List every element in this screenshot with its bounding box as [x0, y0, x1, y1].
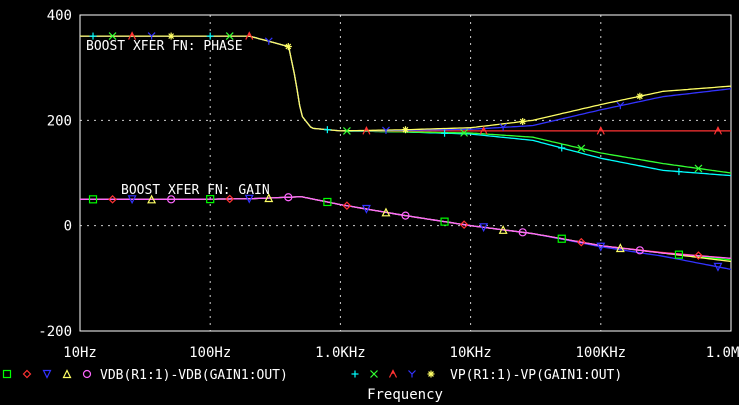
- series-marker-gain-3: [381, 207, 391, 217]
- x-tick-label: 10KHz: [450, 345, 492, 361]
- series-marker-gain-1: [225, 194, 235, 204]
- series-marker-phase-8: [147, 32, 156, 40]
- x-tick-label: 10Hz: [63, 345, 97, 361]
- x-tick-label: 1.0MHz: [706, 345, 739, 361]
- series-marker-gain-2: [361, 204, 371, 214]
- x-axis-label: Frequency: [367, 387, 443, 403]
- series-marker-gain-4: [167, 195, 176, 204]
- series-marker-phase-5: [323, 126, 331, 134]
- legend-marker-gain-0: [2, 369, 12, 379]
- series-marker-gain-4: [635, 246, 644, 255]
- series-marker-gain-3: [498, 224, 508, 234]
- series-marker-gain-3: [264, 193, 274, 203]
- legend-marker-gain-1: [22, 369, 32, 379]
- series-marker-gain-2: [713, 262, 723, 272]
- series-marker-gain-3: [615, 243, 625, 253]
- series-marker-gain-2: [596, 242, 606, 252]
- series-marker-phase-8: [616, 101, 625, 110]
- series-marker-gain-0: [323, 197, 332, 207]
- series-marker-gain-1: [694, 251, 703, 260]
- series-marker-phase-6: [460, 128, 469, 137]
- plot-series: [80, 35, 732, 271]
- series-marker-phase-9: [284, 43, 292, 51]
- series-marker-phase-5: [558, 144, 566, 152]
- x-tick-label: 1.0KHz: [315, 345, 366, 361]
- legend-gain-label: VDB(R1:1)-VDB(GAIN1:OUT): [100, 368, 288, 383]
- legend-marker-gain-3: [62, 369, 72, 379]
- series-marker-phase-6: [577, 144, 586, 153]
- series-marker-phase-5: [675, 168, 683, 176]
- series-marker-phase-5: [441, 129, 449, 137]
- series-line-phase-5: [80, 35, 732, 177]
- y-axis: 400 200 0 -200: [38, 8, 72, 340]
- x-tick-label: 100KHz: [576, 345, 627, 361]
- series-marker-phase-9: [636, 92, 644, 100]
- series-marker-gain-4: [284, 193, 293, 202]
- series-marker-phase-6: [694, 164, 703, 173]
- gain-annotation: BOOST XFER FN: GAIN: [121, 183, 270, 198]
- x-axis: 10Hz 100Hz 1.0KHz 10KHz 100KHz 1.0MHz: [63, 345, 739, 361]
- series-marker-phase-7: [713, 126, 723, 135]
- series-marker-gain-4: [401, 211, 410, 220]
- series-marker-phase-7: [362, 126, 371, 135]
- series-marker-phase-9: [402, 126, 409, 134]
- y-tick-label: 0: [64, 219, 72, 235]
- series-marker-gain-1: [108, 194, 117, 204]
- legend: VDB(R1:1)-VDB(GAIN1:OUT) VP(R1:1)-VP(GAI…: [2, 368, 622, 383]
- legend-marker-phase-1: [370, 370, 378, 378]
- series-marker-phase-7: [596, 126, 605, 135]
- series-marker-phase-7: [128, 31, 137, 40]
- legend-marker-gain-4: [82, 369, 92, 379]
- series-line-gain-2: [80, 196, 732, 271]
- legend-marker-phase-0: [351, 370, 359, 378]
- series-marker-gain-0: [674, 250, 684, 259]
- x-tick-label: 100Hz: [189, 345, 231, 361]
- legend-markers-gain: [2, 369, 92, 379]
- plot-grid: [79, 14, 732, 332]
- series-marker-phase-7: [479, 126, 488, 135]
- series-marker-gain-0: [440, 217, 449, 226]
- series-marker-gain-3: [147, 194, 157, 204]
- y-tick-label: -200: [38, 324, 72, 340]
- series-marker-phase-8: [264, 37, 273, 45]
- series-marker-phase-7: [245, 31, 254, 40]
- legend-marker-phase-2: [388, 369, 398, 378]
- phase-annotation: BOOST XFER FN: PHASE: [86, 39, 243, 54]
- series-marker-gain-1: [459, 220, 469, 230]
- series-marker-phase-5: [206, 32, 214, 40]
- series-line-gain-0: [80, 196, 732, 261]
- plot-markers: [88, 31, 723, 272]
- series-marker-phase-8: [382, 126, 390, 134]
- series-marker-gain-1: [342, 201, 352, 211]
- series-marker-phase-9: [167, 32, 175, 40]
- legend-marker-phase-4: [427, 370, 435, 378]
- y-tick-label: 400: [47, 8, 72, 24]
- series-marker-gain-1: [576, 237, 586, 247]
- series-marker-phase-6: [342, 127, 351, 135]
- series-marker-gain-4: [518, 228, 527, 237]
- plot-frame: [79, 14, 732, 332]
- series-marker-gain-0: [206, 195, 215, 204]
- series-line-gain-4: [80, 196, 732, 259]
- series-marker-gain-2: [127, 195, 137, 205]
- legend-marker-phase-3: [408, 370, 416, 378]
- legend-phase-label: VP(R1:1)-VP(GAIN1:OUT): [450, 368, 622, 383]
- series-marker-gain-0: [88, 195, 98, 204]
- series-marker-gain-2: [479, 223, 489, 233]
- legend-marker-gain-2: [42, 369, 52, 379]
- series-marker-gain-2: [244, 194, 254, 204]
- series-line-phase-6: [80, 35, 732, 174]
- series-marker-phase-9: [519, 118, 527, 126]
- series-marker-phase-6: [108, 32, 117, 40]
- series-marker-gain-0: [557, 234, 566, 243]
- series-marker-phase-6: [225, 32, 234, 40]
- legend-markers-phase: [351, 369, 435, 378]
- series-marker-phase-8: [499, 123, 508, 131]
- series-marker-phase-5: [89, 32, 97, 40]
- y-tick-label: 200: [47, 113, 72, 129]
